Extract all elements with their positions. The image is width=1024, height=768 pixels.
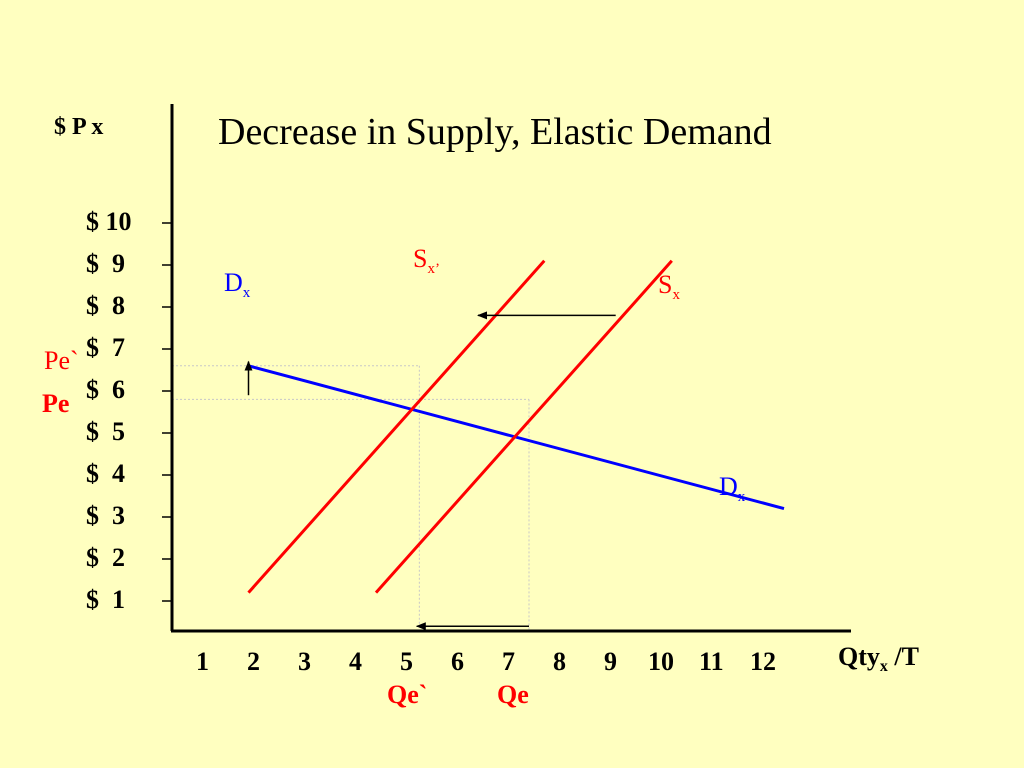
y-tick-label: $ 4: [86, 459, 125, 488]
x-axis-title-suffix: /T: [887, 642, 919, 671]
y-tick-label: $ 1: [86, 585, 125, 614]
y-tick-label: $ 10: [86, 207, 132, 236]
shifted-supply-label-text: S: [413, 244, 428, 273]
y-tick-label: $ 9: [86, 249, 125, 278]
x-tick-label: 2: [247, 647, 260, 676]
shifted-supply-curve-label: Sx’: [413, 244, 440, 278]
y-tick-label: $ 8: [86, 291, 125, 320]
new-equilibrium-price-label: Pe`: [44, 346, 79, 375]
demand-label-lower-text: D: [719, 472, 738, 501]
new-equilibrium-quantity-label: Qe`: [387, 680, 428, 709]
x-tick-label: 11: [699, 647, 724, 676]
x-tick-label: 1: [196, 647, 209, 676]
equilibrium-quantity-label: Qe: [497, 680, 529, 709]
series-lines: [247, 259, 785, 594]
x-tick-label: 8: [553, 647, 566, 676]
supply-curve: [374, 259, 673, 594]
x-tick-label: 9: [604, 647, 617, 676]
x-tick-label: 10: [648, 647, 674, 676]
demand-label-lower-sub: x: [737, 489, 746, 506]
y-axis-title: $ P x: [54, 114, 104, 140]
x-tick-label: 5: [400, 647, 413, 676]
x-axis-title-sub: x: [879, 658, 888, 676]
demand-label-text: D: [224, 268, 243, 297]
x-tick-label: 6: [451, 647, 464, 676]
x-tick-label: 3: [298, 647, 311, 676]
axes: [162, 104, 851, 633]
equilibrium-price-label: Pe: [42, 389, 70, 418]
equilibrium-guides: [172, 365, 530, 631]
x-axis-title-main: Qty: [838, 642, 880, 671]
shift-arrows: [244, 311, 616, 631]
y-tick-label: $ 2: [86, 543, 125, 572]
shifted-supply-curve: [247, 259, 546, 594]
x-tick-label: 12: [750, 647, 776, 676]
chart-title: Decrease in Supply, Elastic Demand: [218, 111, 772, 153]
supply-label-text: S: [658, 270, 673, 299]
supply-label-sub: x: [672, 287, 680, 304]
x-tick-label: 4: [349, 647, 362, 676]
y-tick-label: $ 6: [86, 375, 125, 404]
y-tick-label: $ 5: [86, 417, 125, 446]
shifted-supply-label-sub: x’: [427, 261, 440, 278]
demand-label-sub: x: [242, 285, 251, 302]
y-tick-label: $ 7: [86, 333, 125, 362]
demand-curve-label: Dx: [224, 268, 250, 302]
x-axis-title: Qtyx /T: [838, 642, 919, 676]
x-tick-label: 7: [502, 647, 515, 676]
demand-curve-label-lower: Dx: [719, 472, 745, 506]
supply-curve-label: Sx: [658, 270, 680, 304]
y-tick-label: $ 3: [86, 501, 125, 530]
